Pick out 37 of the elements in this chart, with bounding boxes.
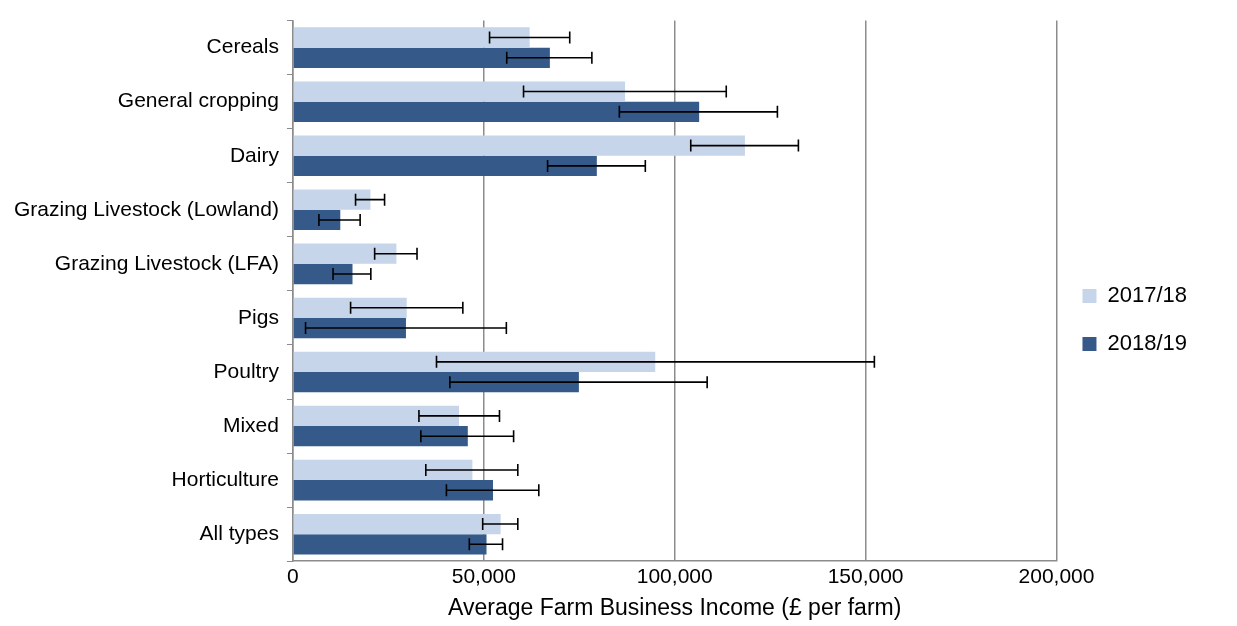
legend-label: 2018/19 [1107, 330, 1188, 356]
bar [293, 459, 473, 481]
bar [293, 534, 487, 555]
x-tick-label: 0 [287, 563, 299, 587]
bar [293, 513, 501, 535]
y-tick-label: Grazing Livestock (Lowland) [14, 196, 279, 220]
bar [293, 405, 460, 427]
bar [293, 243, 397, 264]
bar [293, 263, 353, 285]
bar [293, 351, 656, 372]
bar [293, 189, 371, 210]
x-tick-label: 200,000 [1018, 563, 1095, 587]
bar [293, 209, 341, 231]
bar [293, 297, 407, 318]
bar [293, 371, 579, 393]
bar [293, 480, 493, 501]
legend-label: 2017/18 [1107, 282, 1188, 308]
bar [293, 155, 597, 177]
bar [293, 426, 468, 447]
y-tick-label: General cropping [117, 88, 279, 112]
y-tick-label: Pigs [238, 304, 279, 328]
y-tick-label: Cereals [206, 34, 279, 58]
bar [293, 81, 626, 102]
bar [293, 101, 700, 122]
x-tick-label: 150,000 [827, 563, 904, 587]
bar [293, 135, 745, 156]
y-tick-label: Dairy [229, 142, 280, 166]
bar [293, 47, 550, 68]
y-tick-label: Mixed [222, 412, 279, 436]
x-tick-label: 100,000 [636, 563, 713, 587]
x-axis-title: Average Farm Business Income (£ per farm) [448, 593, 902, 620]
y-tick-label: All types [199, 520, 279, 544]
y-tick-label: Poultry [213, 358, 280, 382]
y-tick-label: Horticulture [171, 466, 279, 490]
x-tick-label: 50,000 [451, 563, 516, 587]
y-tick-label: Grazing Livestock (LFA) [54, 250, 279, 274]
bar [293, 27, 530, 48]
